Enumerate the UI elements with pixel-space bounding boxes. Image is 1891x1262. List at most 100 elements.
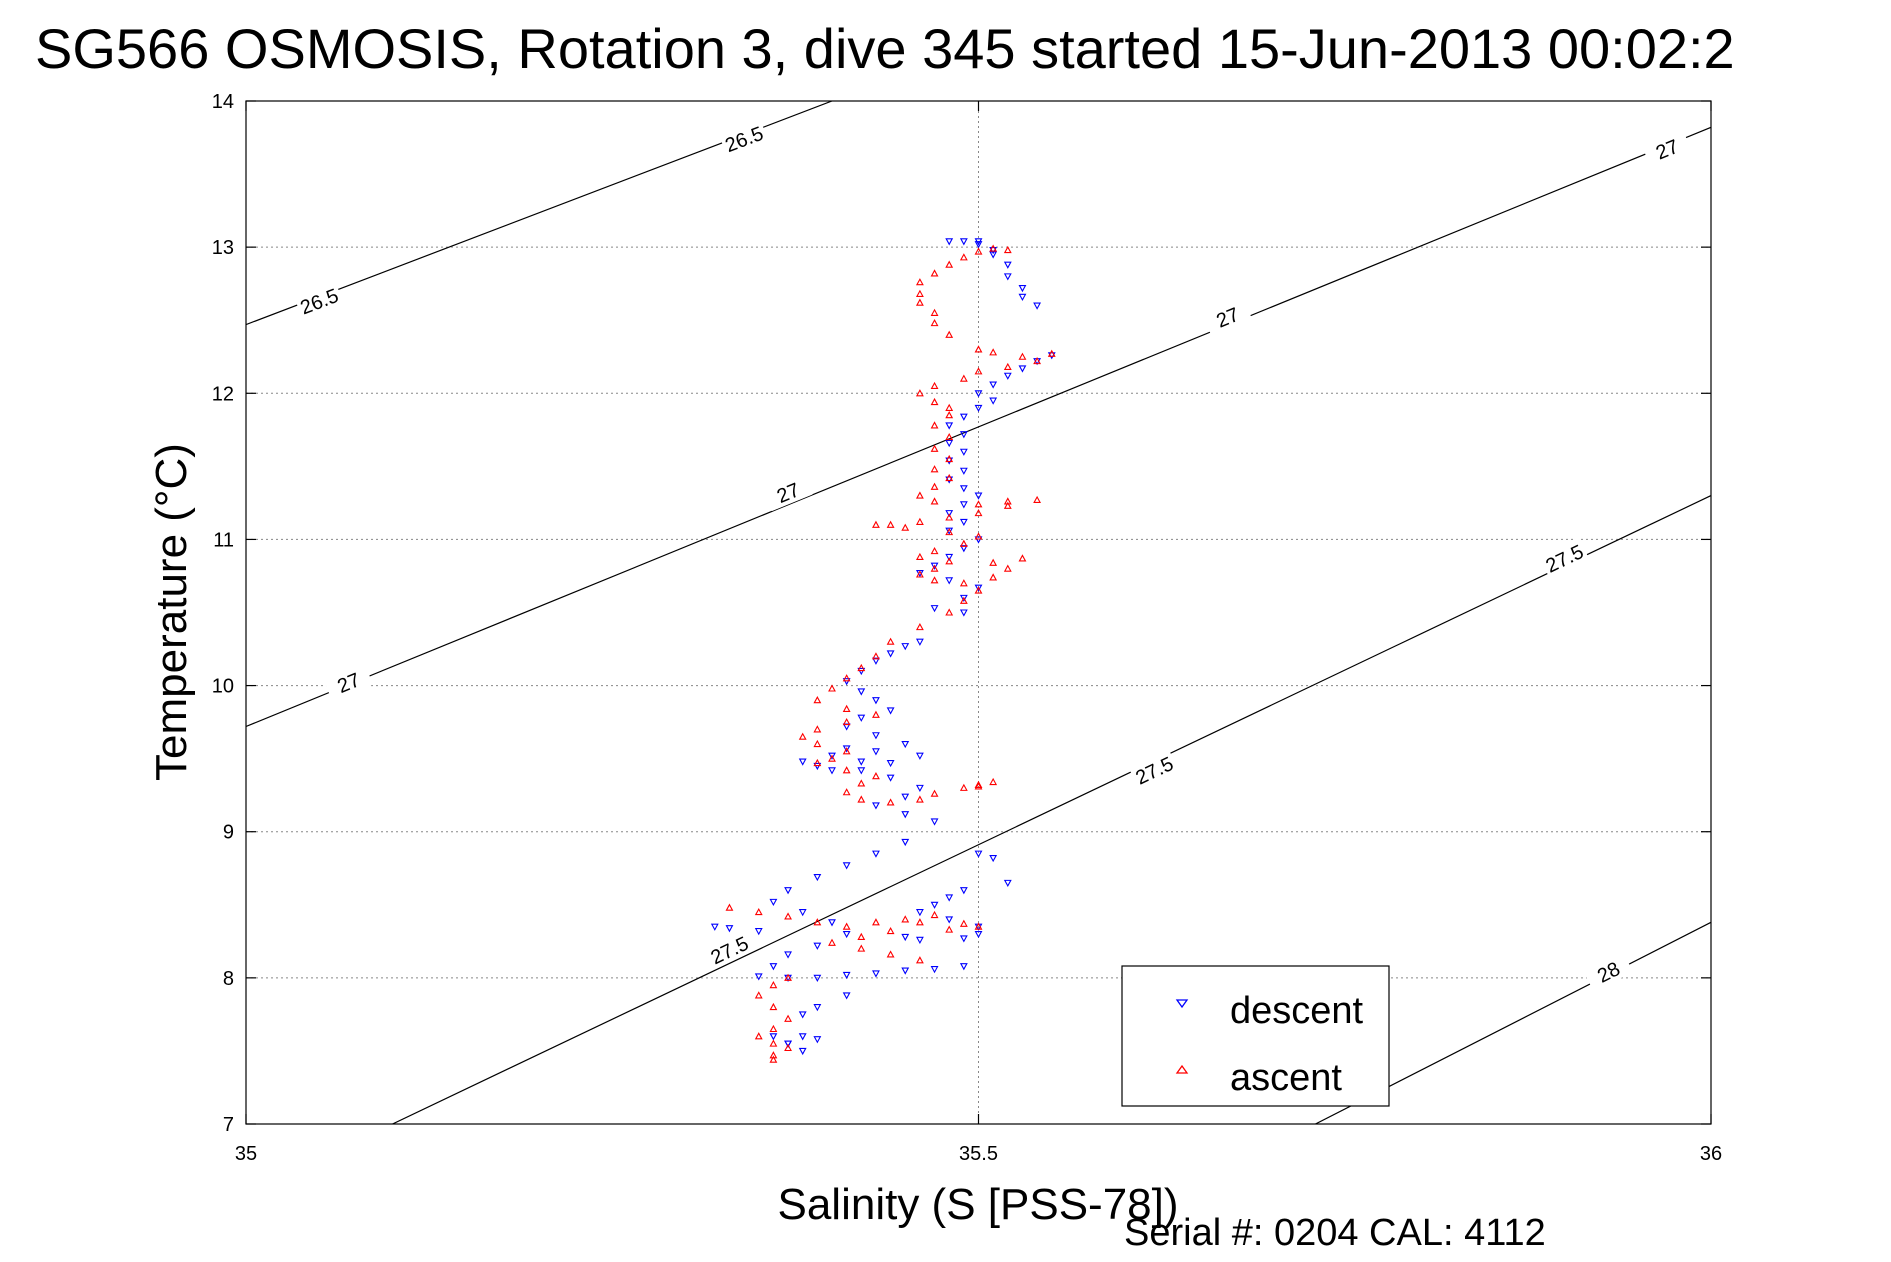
ascent-point	[930, 789, 939, 797]
descent-point	[1047, 352, 1056, 360]
y-tick-label: 8	[223, 968, 234, 990]
ascent-point	[945, 403, 954, 411]
descent-point	[959, 545, 968, 553]
descent-point	[828, 752, 836, 760]
y-tick-label: 11	[213, 529, 234, 551]
descent-point	[813, 1004, 822, 1012]
x-tick-label: 35.5	[959, 1143, 998, 1165]
ascent-point	[857, 932, 866, 940]
ascent-point	[754, 907, 763, 916]
descent-point	[915, 909, 924, 917]
descent-point	[842, 745, 851, 753]
ascent-point	[1018, 554, 1027, 562]
ascent-point	[813, 918, 822, 926]
descent-point	[959, 935, 968, 943]
legend-marker-ascent	[1175, 1064, 1189, 1074]
ascent-point	[930, 308, 939, 316]
descent-point	[974, 492, 983, 500]
ascent-point	[959, 596, 968, 604]
ascent-point	[959, 374, 968, 382]
descent-point	[754, 928, 763, 936]
descent-point	[959, 887, 968, 895]
legend-label-ascent: ascent	[1230, 1057, 1342, 1099]
descent-point	[974, 536, 983, 544]
ascent-point	[754, 991, 763, 999]
descent-point	[828, 767, 836, 775]
legend: descent ascent	[1121, 965, 1390, 1107]
descent-point	[930, 901, 939, 909]
axis-ticks: 35 35.5 36 7 8 9 10 11 12 13 14	[212, 91, 1722, 1165]
descent-point	[710, 923, 719, 931]
y-tick-label: 9	[223, 822, 234, 844]
descent-point	[974, 850, 983, 858]
ascent-point	[842, 766, 851, 774]
ascent-point	[945, 513, 954, 521]
descent-point	[872, 657, 880, 665]
ascent-point	[1003, 501, 1012, 509]
ascent-point	[989, 348, 998, 356]
ascent-point	[974, 345, 983, 353]
descent-point	[989, 397, 998, 405]
descent-point	[784, 887, 792, 895]
descent-point	[945, 510, 954, 518]
descent-point	[901, 967, 910, 975]
descent-point	[857, 688, 866, 696]
ascent-point	[915, 956, 924, 964]
ascent-point	[974, 508, 983, 517]
descent-point	[798, 909, 807, 917]
ascent-point	[828, 684, 836, 692]
contour-label-backing	[294, 281, 344, 320]
descent-point	[842, 971, 851, 980]
contour-label-backing	[762, 472, 813, 512]
ascent-point	[915, 517, 924, 525]
density-contour-27	[246, 126, 1711, 728]
ascent-point	[930, 910, 939, 919]
ascent-point	[945, 557, 954, 565]
ascent-point	[930, 482, 939, 490]
y-tick-label: 12	[212, 383, 234, 405]
ascent-point	[754, 1032, 763, 1040]
descent-point	[974, 241, 983, 249]
ascent-point	[915, 570, 924, 578]
descent-point	[798, 1047, 807, 1056]
ascent-point	[1047, 349, 1056, 357]
ascent-point	[842, 788, 851, 796]
descent-point	[945, 916, 954, 924]
ascent-point	[989, 244, 998, 252]
descent-point	[828, 919, 836, 927]
descent-point	[842, 992, 851, 1000]
descent-point	[857, 767, 866, 775]
ascent-point	[813, 725, 822, 733]
descent-point	[1003, 273, 1012, 281]
descent-point	[842, 862, 851, 870]
ascent-point	[784, 1014, 792, 1022]
ascent-point	[915, 552, 924, 561]
ascent-point	[857, 663, 866, 672]
ascent-point	[915, 289, 924, 297]
ascent-point	[886, 520, 895, 528]
descent-point	[930, 562, 939, 570]
descent-point	[886, 707, 895, 715]
ascent-point	[930, 269, 939, 277]
ascent-point	[842, 674, 851, 682]
descent-point	[974, 584, 983, 592]
x-tick-label: 36	[1700, 1143, 1722, 1165]
descent-point	[930, 966, 939, 974]
descent-point	[886, 774, 895, 782]
contour-label-backing	[1582, 950, 1634, 992]
ascent-point	[945, 473, 954, 482]
ascent-point	[769, 1055, 778, 1063]
contour-label-backing	[1128, 749, 1179, 790]
ascent-point	[769, 981, 778, 989]
descent-point	[959, 448, 968, 456]
ascent-point	[959, 253, 968, 261]
ascent-point	[1033, 495, 1042, 504]
descent-point	[989, 854, 998, 863]
contour-label-backing	[703, 928, 755, 970]
ascent-point	[886, 637, 895, 645]
descent-point	[1003, 879, 1012, 888]
ascent-point	[930, 318, 939, 327]
ascent-point	[974, 500, 983, 508]
descent-point	[989, 247, 998, 255]
ascent-point	[725, 903, 734, 911]
